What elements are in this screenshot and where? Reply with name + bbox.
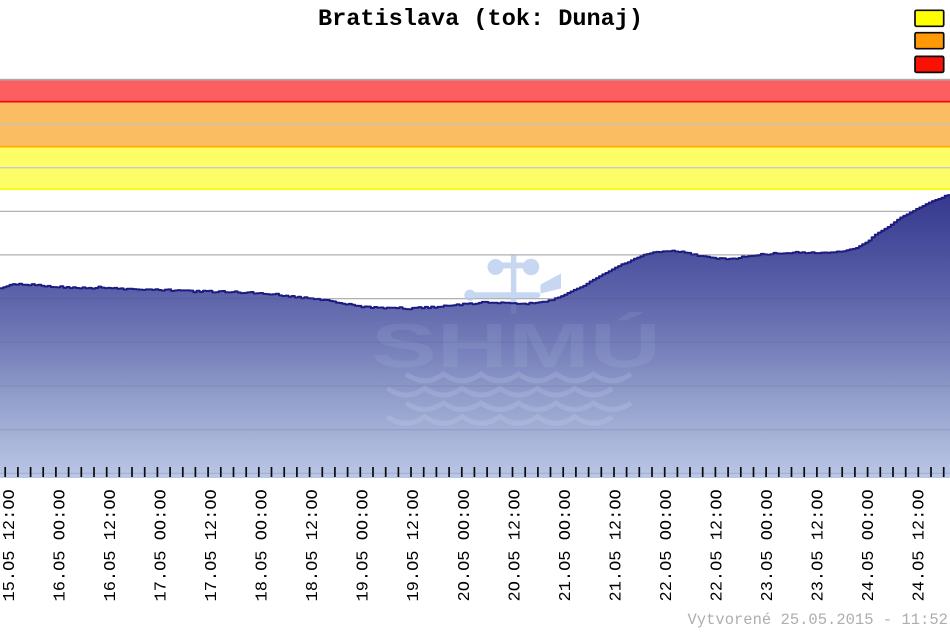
svg-text:21.O5 12:OO: 21.O5 12:OO	[607, 489, 626, 601]
svg-text:23.O5 OO:OO: 23.O5 OO:OO	[759, 489, 778, 601]
svg-text:19.O5 12:OO: 19.O5 12:OO	[405, 489, 424, 601]
svg-text:24.O5 OO:OO: 24.O5 OO:OO	[860, 489, 879, 601]
svg-text:21.O5 OO:OO: 21.O5 OO:OO	[557, 489, 576, 601]
svg-text:Vytvorené 25.05.2015 - 11:52: Vytvorené 25.05.2015 - 11:52	[688, 611, 948, 629]
svg-text:19.O5 OO:OO: 19.O5 OO:OO	[355, 489, 374, 601]
svg-text:17.O5 12:OO: 17.O5 12:OO	[203, 489, 222, 601]
svg-text:22.O5 12:OO: 22.O5 12:OO	[709, 489, 728, 601]
svg-text:16.O5 12:OO: 16.O5 12:OO	[102, 489, 121, 601]
svg-text:18.O5 12:OO: 18.O5 12:OO	[304, 489, 323, 601]
svg-text:2O.O5 OO:OO: 2O.O5 OO:OO	[456, 489, 475, 601]
svg-text:16.O5 OO:OO: 16.O5 OO:OO	[51, 489, 70, 601]
svg-text:15.O5 12:OO: 15.O5 12:OO	[1, 489, 20, 601]
svg-text:24.O5 12:OO: 24.O5 12:OO	[911, 489, 930, 601]
svg-text:Bratislava (tok: Dunaj): Bratislava (tok: Dunaj)	[318, 6, 643, 33]
svg-text:17.O5 OO:OO: 17.O5 OO:OO	[152, 489, 171, 601]
svg-text:18.O5 OO:OO: 18.O5 OO:OO	[254, 489, 273, 601]
svg-text:22.O5 OO:OO: 22.O5 OO:OO	[658, 489, 677, 601]
svg-text:23.O5 12:OO: 23.O5 12:OO	[810, 489, 829, 601]
svg-text:2O.O5 12:OO: 2O.O5 12:OO	[506, 489, 525, 601]
